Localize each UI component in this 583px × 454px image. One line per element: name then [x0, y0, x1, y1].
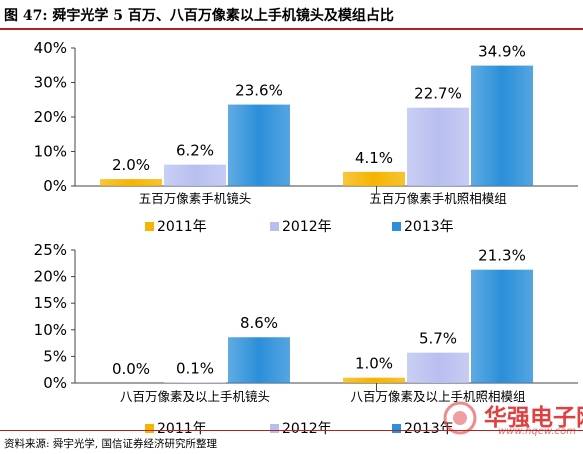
- source-bar: 资料来源: 舜宇光学, 国信证券经济研究所整理: [0, 430, 583, 454]
- legend-item: 2012年: [270, 418, 332, 438]
- data-label: 4.1%: [355, 149, 393, 167]
- figure-title: 图 47: 舜宇光学 5 百万、八百万像素以上手机镜头及模组占比: [4, 8, 394, 24]
- y-tick-label: 40%: [34, 39, 67, 57]
- watermark-text: 华强电子网: [484, 405, 583, 431]
- bar-2012年-cat0: [164, 382, 226, 383]
- legend-label: 2012年: [282, 219, 332, 235]
- data-label: 22.7%: [414, 85, 462, 103]
- legend-chart-5mp: 2011年 2012年 2013年: [0, 216, 583, 236]
- legend-label: 2013年: [404, 421, 454, 437]
- legend-item: 2012年: [270, 216, 332, 236]
- data-label: 6.2%: [176, 142, 214, 160]
- legend-label: 2012年: [282, 421, 332, 437]
- y-tick-label: 10%: [34, 143, 67, 161]
- bar-2012年-cat1: [407, 107, 469, 186]
- bar-2011年-cat0: [100, 179, 162, 186]
- figure-title-bar: 图 47: 舜宇光学 5 百万、八百万像素以上手机镜头及模组占比: [0, 0, 583, 30]
- y-tick-label: 20%: [34, 108, 67, 126]
- data-label: 5.7%: [419, 330, 457, 348]
- chart-8mp: 0% 5% 10% 15% 20% 25% 0.0% 1.0% 0.1% 5.7% 8.6% 21.3…: [34, 241, 578, 404]
- legend-swatch: [392, 221, 401, 231]
- chart-5mp: 0% 10% 20% 30% 40% 2.0% 4.1% 6.2% 22.7% 23.6% 34.9…: [34, 39, 578, 206]
- data-label: 23.6%: [235, 82, 283, 100]
- bar-2013年-cat0: [228, 104, 290, 186]
- category-label: 五百万像素手机镜头: [139, 191, 252, 206]
- legend-label: 2011年: [157, 421, 207, 437]
- y-tick-label: 10%: [34, 321, 67, 339]
- watermark-logo-icon: [443, 401, 477, 435]
- legend-swatch: [145, 423, 154, 433]
- data-label: 2.0%: [112, 156, 150, 174]
- y-tick-label: 25%: [34, 241, 67, 259]
- legend-swatch: [270, 221, 279, 231]
- legend-swatch: [145, 221, 154, 231]
- bar-2013年-cat1: [471, 65, 533, 186]
- bar-2011年-cat1: [343, 377, 405, 383]
- data-label: 34.9%: [478, 43, 526, 61]
- y-tick-label: 0%: [43, 374, 67, 392]
- legend-item: 2013年: [392, 418, 454, 438]
- watermark-url: www.hqew.com: [498, 426, 576, 437]
- bar-2012年-cat0: [164, 164, 226, 186]
- y-tick-label: 30%: [34, 74, 67, 92]
- legend-label: 2013年: [404, 219, 454, 235]
- category-label: 八百万像素及以上手机镜头: [120, 389, 270, 404]
- data-label: 0.0%: [112, 360, 150, 378]
- data-label: 1.0%: [355, 355, 393, 373]
- bar-2013年-cat1: [471, 269, 533, 383]
- legend-item: 2011年: [145, 418, 207, 438]
- legend-item: 2011年: [145, 216, 207, 236]
- data-label: 21.3%: [478, 247, 526, 265]
- y-tick-label: 15%: [34, 294, 67, 312]
- bar-2012年-cat1: [407, 352, 469, 383]
- legend-swatch: [392, 423, 401, 433]
- y-tick-label: 0%: [43, 177, 67, 195]
- data-label: 0.1%: [176, 359, 214, 377]
- source-note: 资料来源: 舜宇光学, 国信证券经济研究所整理: [4, 438, 218, 450]
- legend-label: 2011年: [157, 219, 207, 235]
- bar-2011年-cat1: [343, 171, 405, 186]
- category-label: 五百万像素手机照相模组: [369, 191, 507, 206]
- y-tick-label: 20%: [34, 268, 67, 286]
- legend-chart-8mp: 2011年 2012年 2013年: [0, 418, 583, 438]
- data-label: 8.6%: [240, 314, 278, 332]
- bar-2013年-cat0: [228, 337, 290, 383]
- category-label: 八百万像素及以上手机照相模组: [350, 389, 525, 404]
- legend-swatch: [270, 423, 279, 433]
- watermark: 华强电子网 www.hqew.com: [440, 398, 583, 438]
- y-tick-label: 5%: [43, 347, 67, 365]
- legend-item: 2013年: [392, 216, 454, 236]
